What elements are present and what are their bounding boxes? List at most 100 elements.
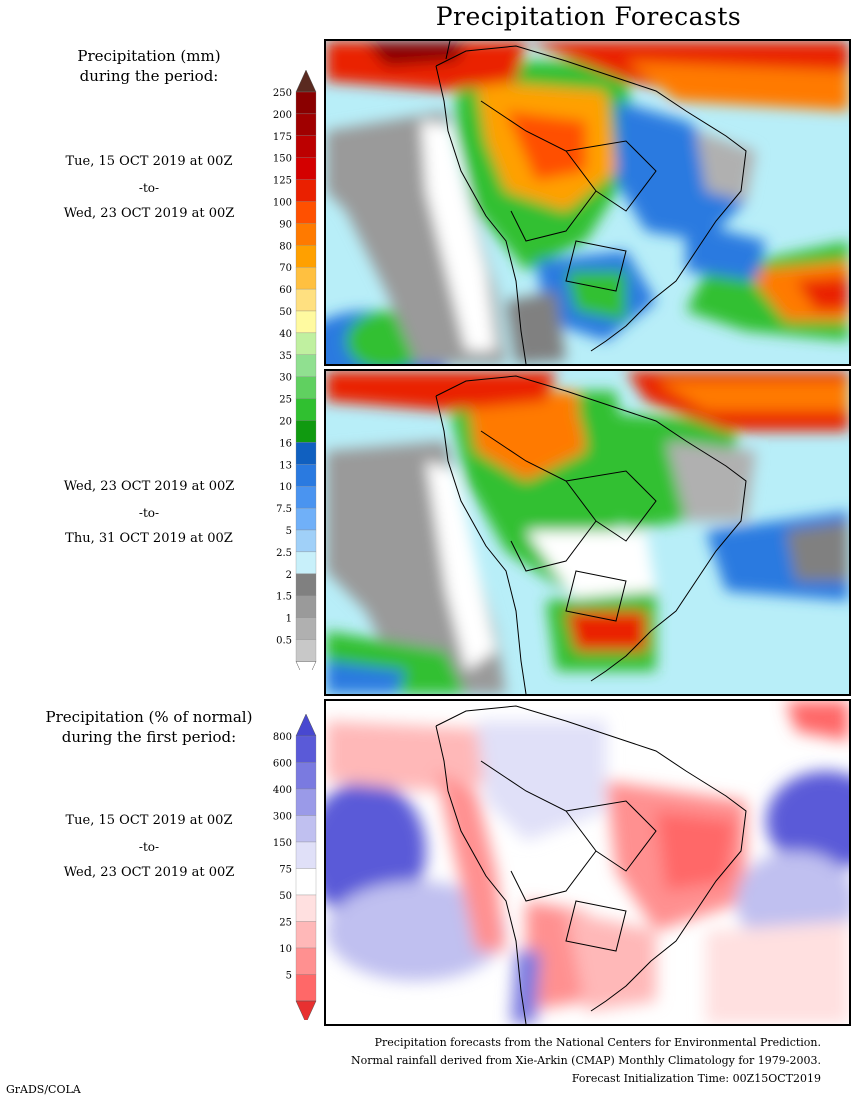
period3-end: Wed, 23 OCT 2019 at 00Z bbox=[63, 865, 235, 880]
precip-scale-swatch bbox=[295, 442, 317, 465]
pct-color-scale: 800 600 400 300 150 75 50 25 10 5 bbox=[273, 714, 317, 1020]
precip-scale-swatch bbox=[295, 332, 317, 355]
pct-scale-label: 300 bbox=[273, 812, 292, 823]
period1-end: Wed, 23 OCT 2019 at 00Z bbox=[63, 206, 235, 221]
precip-scale-swatch bbox=[295, 595, 317, 618]
precip-scale-label: 1.5 bbox=[276, 592, 292, 603]
precip-scale-label: 70 bbox=[279, 263, 292, 274]
precip-scale-label: 50 bbox=[279, 307, 292, 318]
precip-scale-swatch bbox=[295, 288, 317, 312]
precip-scale-label: 90 bbox=[279, 219, 292, 230]
precip-scale-label: 0.5 bbox=[276, 636, 292, 647]
precip-scale-label: 200 bbox=[273, 110, 292, 121]
pct-scale-swatch bbox=[295, 815, 317, 843]
precip-map-period1 bbox=[324, 39, 851, 366]
precip-scale-swatch bbox=[295, 179, 317, 202]
pct-scale-bottom-arrow bbox=[295, 1000, 317, 1020]
precip-scale-swatch bbox=[295, 639, 317, 662]
period2-end: Thu, 31 OCT 2019 at 00Z bbox=[65, 531, 233, 546]
period3-dates: Tue, 15 OCT 2019 at 00Z -to- Wed, 23 OCT… bbox=[20, 808, 278, 886]
precip-scale-swatch bbox=[295, 551, 317, 574]
precip-scale-swatch bbox=[295, 157, 317, 180]
pct-scale-label: 150 bbox=[273, 838, 292, 849]
precip-scale-label: 25 bbox=[279, 395, 292, 406]
precip-scale-swatch bbox=[295, 573, 317, 596]
precip-scale-label: 1 bbox=[286, 614, 292, 625]
pct-scale-swatch bbox=[295, 735, 317, 763]
pct-scale-label: 75 bbox=[279, 865, 292, 876]
precip-scale-swatch bbox=[295, 376, 317, 399]
pct-scale-label: 5 bbox=[286, 971, 292, 982]
pct-scale-swatch bbox=[295, 868, 317, 896]
precip-heading-line2: during the period: bbox=[79, 67, 219, 85]
pct-scale-swatch bbox=[295, 894, 317, 922]
precip-scale-label: 60 bbox=[279, 285, 292, 296]
precip-scale-label: 7.5 bbox=[276, 504, 292, 515]
pct-scale-swatch bbox=[295, 788, 317, 816]
period2-dates: Wed, 23 OCT 2019 at 00Z -to- Thu, 31 OCT… bbox=[20, 474, 278, 552]
precip-scale-bottom-arrow bbox=[295, 661, 317, 670]
pct-scale-label: 10 bbox=[279, 944, 292, 955]
precip-scale-label: 80 bbox=[279, 241, 292, 252]
precip-scale-label: 13 bbox=[279, 460, 292, 471]
precip-heading: Precipitation (mm) during the period: bbox=[20, 46, 278, 86]
precip-scale-label: 16 bbox=[279, 438, 292, 449]
period3-sep: -to- bbox=[138, 840, 160, 854]
precip-scale-swatch bbox=[295, 464, 317, 487]
pct-normal-map bbox=[324, 699, 851, 1026]
precip-scale-swatch bbox=[295, 354, 317, 377]
pct-scale-swatch bbox=[295, 841, 317, 869]
precip-scale-label: 5 bbox=[286, 526, 292, 537]
period1-start: Tue, 15 OCT 2019 at 00Z bbox=[65, 154, 233, 169]
precip-scale-swatch bbox=[295, 91, 317, 115]
precip-scale-swatch bbox=[295, 310, 317, 334]
precip-map-period2 bbox=[324, 369, 851, 696]
precip-scale-label: 2 bbox=[286, 570, 292, 581]
pct-scale-top-arrow bbox=[295, 714, 317, 737]
credits-line2: Normal rainfall derived from Xie-Arkin (… bbox=[351, 1054, 821, 1067]
pct-scale-swatch bbox=[295, 762, 317, 790]
pct-heading-line2: during the first period: bbox=[61, 728, 237, 746]
pct-scale-label: 600 bbox=[273, 759, 292, 770]
precip-scale-swatch bbox=[295, 420, 317, 443]
precip-scale-swatch bbox=[295, 486, 317, 509]
pct-heading-line1: Precipitation (% of normal) bbox=[45, 708, 253, 726]
pct-scale-swatch bbox=[295, 921, 317, 949]
precip-heading-line1: Precipitation (mm) bbox=[77, 47, 221, 65]
precip-scale-label: 40 bbox=[279, 329, 292, 340]
precip-scale-label: 10 bbox=[279, 482, 292, 493]
precip-scale-label: 20 bbox=[279, 417, 292, 428]
precip-scale-swatch bbox=[295, 223, 317, 246]
precip-scale-label: 150 bbox=[273, 154, 292, 165]
pct-scale-swatch bbox=[295, 974, 317, 1002]
precip-scale-swatch bbox=[295, 398, 317, 421]
pct-scale-swatch bbox=[295, 947, 317, 975]
period2-sep: -to- bbox=[138, 506, 160, 520]
grads-footer: GrADS/COLA bbox=[6, 1083, 81, 1096]
precip-scale-label: 250 bbox=[273, 88, 292, 99]
precip-scale-label: 30 bbox=[279, 373, 292, 384]
precip-scale-swatch bbox=[295, 113, 317, 136]
period1-dates: Tue, 15 OCT 2019 at 00Z -to- Wed, 23 OCT… bbox=[20, 149, 278, 227]
period2-start: Wed, 23 OCT 2019 at 00Z bbox=[63, 479, 235, 494]
pct-scale-label: 50 bbox=[279, 891, 292, 902]
precip-scale-label: 35 bbox=[279, 351, 292, 362]
pct-heading: Precipitation (% of normal) during the f… bbox=[20, 707, 278, 747]
pct-scale-label: 25 bbox=[279, 918, 292, 929]
precip-scale-label: 175 bbox=[273, 132, 292, 143]
precip-scale-swatch bbox=[295, 201, 317, 224]
period1-sep: -to- bbox=[138, 181, 160, 195]
precip-scale-top-arrow bbox=[295, 70, 317, 93]
page-title: Precipitation Forecasts bbox=[435, 2, 742, 31]
credits-line3: Forecast Initialization Time: 00Z15OCT20… bbox=[571, 1072, 821, 1085]
precip-scale-swatch bbox=[295, 507, 317, 531]
period3-start: Tue, 15 OCT 2019 at 00Z bbox=[65, 813, 233, 828]
precip-scale-swatch bbox=[295, 529, 317, 553]
precip-scale-label: 100 bbox=[273, 198, 292, 209]
credits-line1: Precipitation forecasts from the Nationa… bbox=[374, 1036, 821, 1049]
precip-scale-label: 2.5 bbox=[276, 548, 292, 559]
precip-scale-label: 125 bbox=[273, 176, 292, 187]
credits: Precipitation forecasts from the Nationa… bbox=[326, 1034, 821, 1088]
precip-scale-swatch bbox=[295, 267, 317, 290]
precip-color-scale: 2502001751501251009080706050403530252016… bbox=[273, 70, 317, 670]
